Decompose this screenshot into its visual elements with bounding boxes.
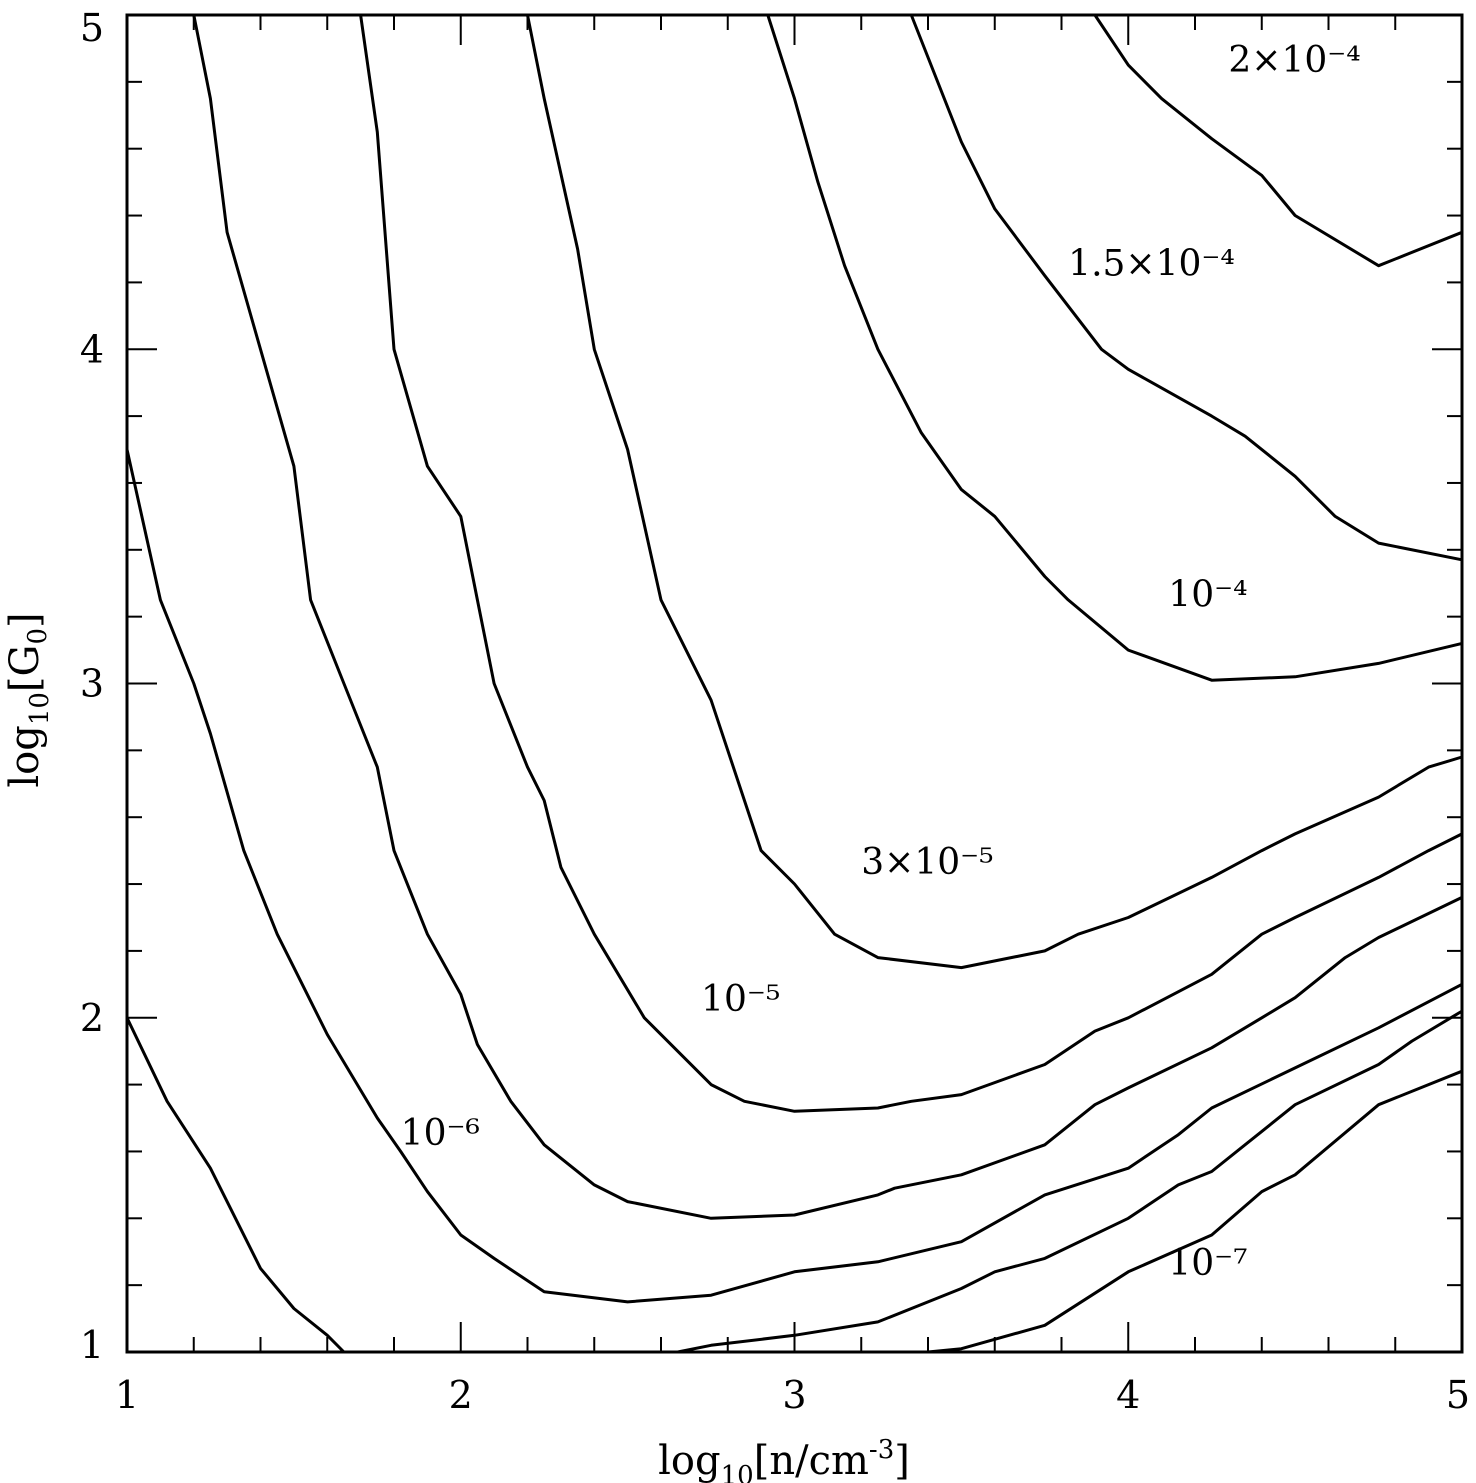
x-axis-title-close: ] — [894, 1438, 910, 1483]
y-axis-title: log10[G0] — [2, 612, 55, 787]
contour-label-7: 10⁻⁷ — [1168, 1243, 1247, 1284]
x-tick-label: 4 — [1116, 1373, 1140, 1417]
contour-line-8 — [1093, 14, 1463, 268]
y-tick-label: 3 — [80, 662, 104, 706]
contour-line-5 — [526, 14, 1463, 970]
x-axis-title-sup: -3 — [869, 1435, 894, 1465]
x-tick-label: 2 — [449, 1373, 473, 1417]
contour-line-10 — [927, 1069, 1463, 1354]
contour-label-1: 2×10⁻⁴ — [1228, 40, 1360, 81]
y-axis-title-close: ] — [2, 612, 48, 628]
y-axis-title-log: log — [2, 725, 48, 787]
tick-labels: 1 2 3 4 5 1 2 3 4 5 — [80, 6, 1470, 1417]
y-axis-title-sub: 10 — [25, 692, 55, 725]
contour-line-4 — [359, 14, 1463, 1113]
contour-line-3 — [192, 14, 1463, 1220]
contour-label-2: 1.5×10⁻⁴ — [1068, 244, 1235, 285]
plot-frame — [125, 13, 1464, 1354]
contour-label-3: 10⁻⁴ — [1168, 575, 1247, 616]
x-axis-title: log10[n/cm-3] — [658, 1435, 910, 1483]
x-tick-label: 1 — [115, 1373, 139, 1417]
x-axis-title-log: log — [658, 1438, 720, 1483]
contour-line-1 — [125, 1017, 345, 1354]
x-tick-label: 3 — [782, 1373, 806, 1417]
contour-label-5: 10⁻⁵ — [701, 979, 780, 1020]
y-axis-title-g-sub: 0 — [23, 628, 53, 645]
y-tick-label: 2 — [80, 996, 104, 1040]
contour-line-6 — [766, 14, 1463, 682]
y-tick-label: 4 — [80, 327, 104, 371]
y-axis-title-open: [G — [2, 645, 48, 693]
contour-lines — [125, 14, 1463, 1354]
y-tick-label: 1 — [80, 1323, 104, 1367]
y-tick-label: 5 — [80, 6, 104, 50]
contour-line-2 — [125, 449, 1463, 1304]
contour-line-7 — [909, 14, 1463, 562]
x-axis-title-sub: 10 — [721, 1461, 754, 1483]
contour-line-9 — [677, 1009, 1463, 1354]
axis-ticks — [126, 14, 1463, 1353]
contour-label-4: 3×10⁻⁵ — [861, 842, 993, 883]
contour-label-6: 10⁻⁶ — [401, 1113, 480, 1154]
contour-labels: 2×10⁻⁴ 1.5×10⁻⁴ 10⁻⁴ 3×10⁻⁵ 10⁻⁵ 10⁻⁶ 10⁻⁷ — [401, 40, 1361, 1284]
x-axis-title-unit: [n/cm — [754, 1438, 869, 1483]
x-tick-label: 5 — [1446, 1373, 1470, 1417]
